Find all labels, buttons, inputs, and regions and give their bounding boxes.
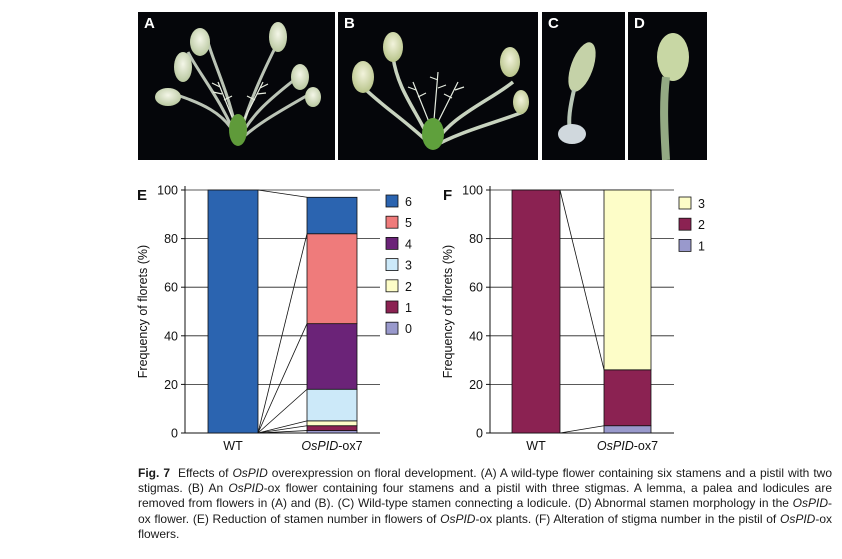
y-tick-label: 60 bbox=[469, 281, 483, 295]
photo-panel-label: D bbox=[634, 15, 645, 32]
y-tick-label: 40 bbox=[469, 329, 483, 343]
bar-segment bbox=[603, 425, 652, 434]
caption-text: Effects of OsPID overexpression on flora… bbox=[138, 466, 832, 541]
bar-segment bbox=[603, 369, 652, 427]
legend-label: 2 bbox=[405, 280, 412, 294]
legend-swatch bbox=[678, 238, 692, 252]
x-tick-label: OsPID-ox7 bbox=[301, 439, 362, 453]
photo-panel-label: C bbox=[548, 15, 559, 32]
connector-line bbox=[257, 323, 308, 434]
photo-panel-d: D bbox=[628, 12, 707, 160]
y-tick-label: 0 bbox=[476, 427, 483, 441]
x-tick-label: WT bbox=[526, 439, 546, 453]
gene-name: OsPID bbox=[440, 511, 476, 526]
legend-swatch bbox=[385, 194, 399, 208]
legend-swatch bbox=[385, 236, 399, 250]
gene-name: OsPID bbox=[792, 496, 828, 511]
connector-line bbox=[257, 233, 308, 434]
y-tick-label: 0 bbox=[171, 427, 178, 441]
legend-swatch bbox=[385, 321, 399, 335]
legend-swatch bbox=[385, 300, 399, 314]
stamen-photo-c bbox=[558, 42, 596, 144]
photo-panel-c: C bbox=[542, 12, 625, 160]
y-tick-label: 100 bbox=[157, 184, 178, 198]
y-tick-label: 80 bbox=[469, 232, 483, 246]
flower-photo-a bbox=[155, 22, 321, 146]
connector-line bbox=[257, 388, 308, 434]
y-tick-label: 80 bbox=[164, 232, 178, 246]
bar-segment bbox=[306, 420, 358, 427]
x-tick-label-plain: WT bbox=[526, 439, 546, 453]
bar-segment bbox=[511, 189, 561, 434]
photo-panel-label: B bbox=[344, 15, 355, 32]
legend-label: 1 bbox=[698, 239, 705, 253]
y-tick-label: 60 bbox=[164, 281, 178, 295]
legend-swatch bbox=[385, 215, 399, 229]
bar-segment bbox=[306, 196, 358, 235]
legend-label: 2 bbox=[698, 218, 705, 232]
photo-panel-b: B bbox=[338, 12, 538, 160]
bar-segment bbox=[306, 425, 358, 431]
connector-line bbox=[257, 425, 308, 434]
stamen-photo-d bbox=[657, 33, 689, 160]
legend-label: 6 bbox=[405, 195, 412, 209]
y-tick-label: 100 bbox=[462, 184, 483, 198]
connector-line bbox=[257, 430, 308, 434]
legend-label: 4 bbox=[405, 237, 412, 251]
legend-label: 3 bbox=[698, 197, 705, 211]
y-axis-label: Frequency of florets (%) bbox=[441, 245, 455, 378]
x-tick-label-italic: OsPID bbox=[597, 439, 634, 453]
bar-segment bbox=[207, 189, 259, 434]
connector-line bbox=[257, 189, 308, 198]
bar-segment bbox=[306, 233, 358, 325]
gene-name: OsPID bbox=[232, 466, 268, 480]
x-tick-label-plain: WT bbox=[223, 439, 243, 453]
figure-number: Fig. 7 bbox=[138, 466, 170, 480]
gene-name: OsPID bbox=[779, 511, 816, 526]
x-tick-label: OsPID-ox7 bbox=[597, 439, 658, 453]
figure-caption: Fig. 7 Effects of OsPID overexpression o… bbox=[138, 466, 832, 542]
connector-line bbox=[559, 425, 605, 434]
chart-panel-letter: F bbox=[443, 187, 452, 204]
legend-swatch bbox=[385, 258, 399, 272]
gene-name: OsPID bbox=[228, 481, 264, 496]
bar-segment bbox=[603, 189, 652, 371]
y-tick-label: 20 bbox=[164, 378, 178, 392]
legend-swatch bbox=[678, 217, 692, 231]
connector-line bbox=[257, 420, 308, 434]
legend-swatch bbox=[385, 279, 399, 293]
x-tick-label-plain: -ox7 bbox=[338, 439, 362, 453]
y-tick-label: 20 bbox=[469, 378, 483, 392]
x-tick-label: WT bbox=[223, 439, 243, 453]
legend-label: 0 bbox=[405, 322, 412, 336]
legend-swatch bbox=[678, 196, 692, 210]
connector-line bbox=[559, 189, 605, 370]
flower-photo-b bbox=[352, 32, 529, 150]
y-tick-label: 40 bbox=[164, 329, 178, 343]
bar-segment bbox=[306, 323, 358, 390]
x-tick-label-italic: OsPID bbox=[301, 439, 338, 453]
photo-panel-label: A bbox=[144, 15, 155, 32]
bar-segment bbox=[306, 388, 358, 422]
legend-label: 5 bbox=[405, 216, 412, 230]
legend-label: 1 bbox=[405, 301, 412, 315]
y-axis-label: Frequency of florets (%) bbox=[136, 245, 150, 378]
chart-panel-letter: E bbox=[137, 187, 147, 204]
x-tick-label-plain: -ox7 bbox=[634, 439, 658, 453]
legend-label: 3 bbox=[405, 259, 412, 273]
photo-panel-a: A bbox=[138, 12, 335, 160]
